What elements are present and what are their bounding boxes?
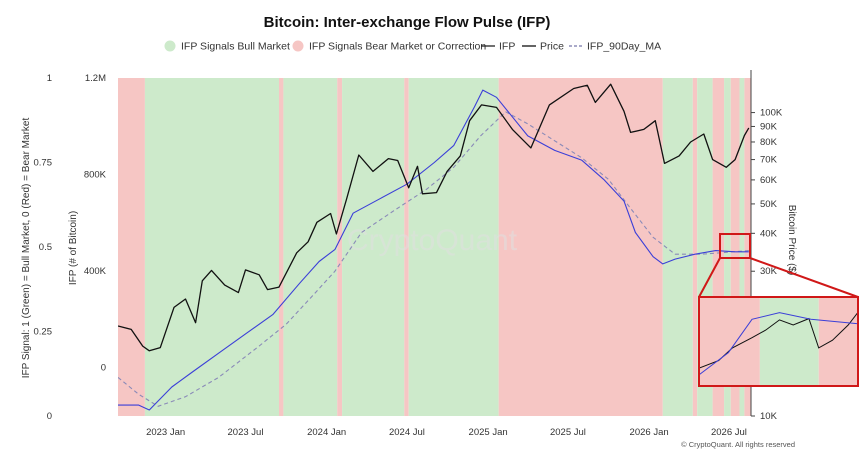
x-tick-4: 2025 Jan bbox=[469, 427, 508, 438]
signal-tick-1: 0.25 bbox=[34, 327, 53, 338]
signal-band-8 bbox=[498, 78, 663, 416]
chart-title: Bitcoin: Inter-exchange Flow Pulse (IFP) bbox=[264, 14, 551, 31]
zoom-inset-plot bbox=[699, 297, 858, 386]
signal-band-15 bbox=[739, 78, 745, 416]
x-tick-2: 2024 Jan bbox=[307, 427, 346, 438]
inset-band-2 bbox=[818, 297, 858, 386]
signal-band-10 bbox=[692, 78, 698, 416]
ifp-tick-0: 0 bbox=[101, 363, 106, 374]
price-tick-6: 80K bbox=[760, 137, 778, 148]
price-tick-3: 50K bbox=[760, 199, 778, 210]
legend-swatch-0 bbox=[164, 40, 176, 52]
legend: IFP Signals Bull Market IFP Signals Bear … bbox=[164, 40, 661, 53]
signal-axis-label: IFP Signal: 1 (Green) = Bull Market, 0 (… bbox=[21, 118, 32, 379]
signal-bands bbox=[118, 78, 751, 416]
signal-band-1 bbox=[144, 78, 280, 416]
signal-tick-0: 0 bbox=[47, 411, 52, 422]
price-tick-2: 40K bbox=[760, 228, 778, 239]
price-tick-1: 30K bbox=[760, 266, 778, 277]
signal-band-7 bbox=[408, 78, 499, 416]
zoom-source-box bbox=[719, 233, 751, 259]
signal-tick-3: 0.75 bbox=[34, 158, 53, 169]
signal-band-5 bbox=[342, 78, 405, 416]
x-tick-1: 2023 Jul bbox=[228, 427, 264, 438]
ifp-tick-2: 800K bbox=[84, 170, 107, 181]
price-tick-7: 90K bbox=[760, 121, 778, 132]
price-axis-label: Bitcoin Price ($) bbox=[786, 205, 797, 276]
signal-band-12 bbox=[712, 78, 725, 416]
signal-band-13 bbox=[724, 78, 731, 416]
ifp-axis-label: IFP (# of Bitcoin) bbox=[68, 211, 79, 285]
price-tick-0: 10K bbox=[760, 411, 778, 422]
signal-band-16 bbox=[744, 78, 751, 416]
signal-band-4 bbox=[337, 78, 343, 416]
ifp-tick-1: 400K bbox=[84, 266, 107, 277]
ifp-tick-3: 1.2M bbox=[85, 73, 106, 84]
signal-tick-4: 1 bbox=[47, 73, 52, 84]
copyright: © CryptoQuant. All rights reserved bbox=[681, 440, 795, 449]
price-tick-4: 60K bbox=[760, 175, 778, 186]
legend-label-2: IFP bbox=[499, 41, 515, 53]
signal-band-2 bbox=[279, 78, 284, 416]
legend-label-1: IFP Signals Bear Market or Correction bbox=[309, 41, 486, 53]
inset-band-0 bbox=[699, 297, 760, 386]
legend-swatch-1 bbox=[292, 40, 304, 52]
series-price bbox=[118, 83, 750, 352]
signal-band-0 bbox=[118, 78, 145, 416]
signal-band-6 bbox=[404, 78, 409, 416]
x-tick-7: 2026 Jul bbox=[711, 427, 747, 438]
price-tick-5: 70K bbox=[760, 155, 778, 166]
inset-band-1 bbox=[759, 297, 819, 386]
inset-ifp-line bbox=[699, 312, 858, 376]
zoom-connector-right bbox=[749, 257, 859, 298]
price-axis-ticks: 10K 30K 40K 50K 60K 70K 80K 90K 100K bbox=[751, 108, 783, 422]
series-ifp bbox=[118, 89, 749, 411]
x-axis-ticks: 2023 Jan 2023 Jul 2024 Jan 2024 Jul 2025 Jan… bbox=[146, 427, 747, 438]
series-layer bbox=[118, 83, 750, 411]
x-tick-3: 2024 Jul bbox=[389, 427, 425, 438]
price-tick-8: 100K bbox=[760, 108, 783, 119]
signal-band-9 bbox=[662, 78, 693, 416]
x-tick-5: 2025 Jul bbox=[550, 427, 586, 438]
x-tick-6: 2026 Jan bbox=[630, 427, 669, 438]
signal-axis-ticks: 0 0.25 0.5 0.75 1 bbox=[34, 73, 53, 422]
legend-label-4: IFP_90Day_MA bbox=[587, 41, 661, 53]
signal-band-3 bbox=[283, 78, 338, 416]
zoom-inset bbox=[699, 297, 858, 386]
ifp-axis-ticks: 0 400K 800K 1.2M bbox=[84, 73, 107, 374]
x-tick-0: 2023 Jan bbox=[146, 427, 185, 438]
signal-band-14 bbox=[730, 78, 740, 416]
legend-label-3: Price bbox=[540, 41, 564, 53]
zoom-inset-frame bbox=[698, 296, 859, 387]
zoom-connector-left bbox=[698, 257, 721, 298]
watermark: CryptoQuant bbox=[347, 224, 518, 257]
signal-tick-2: 0.5 bbox=[39, 242, 52, 253]
legend-label-0: IFP Signals Bull Market bbox=[181, 41, 290, 53]
